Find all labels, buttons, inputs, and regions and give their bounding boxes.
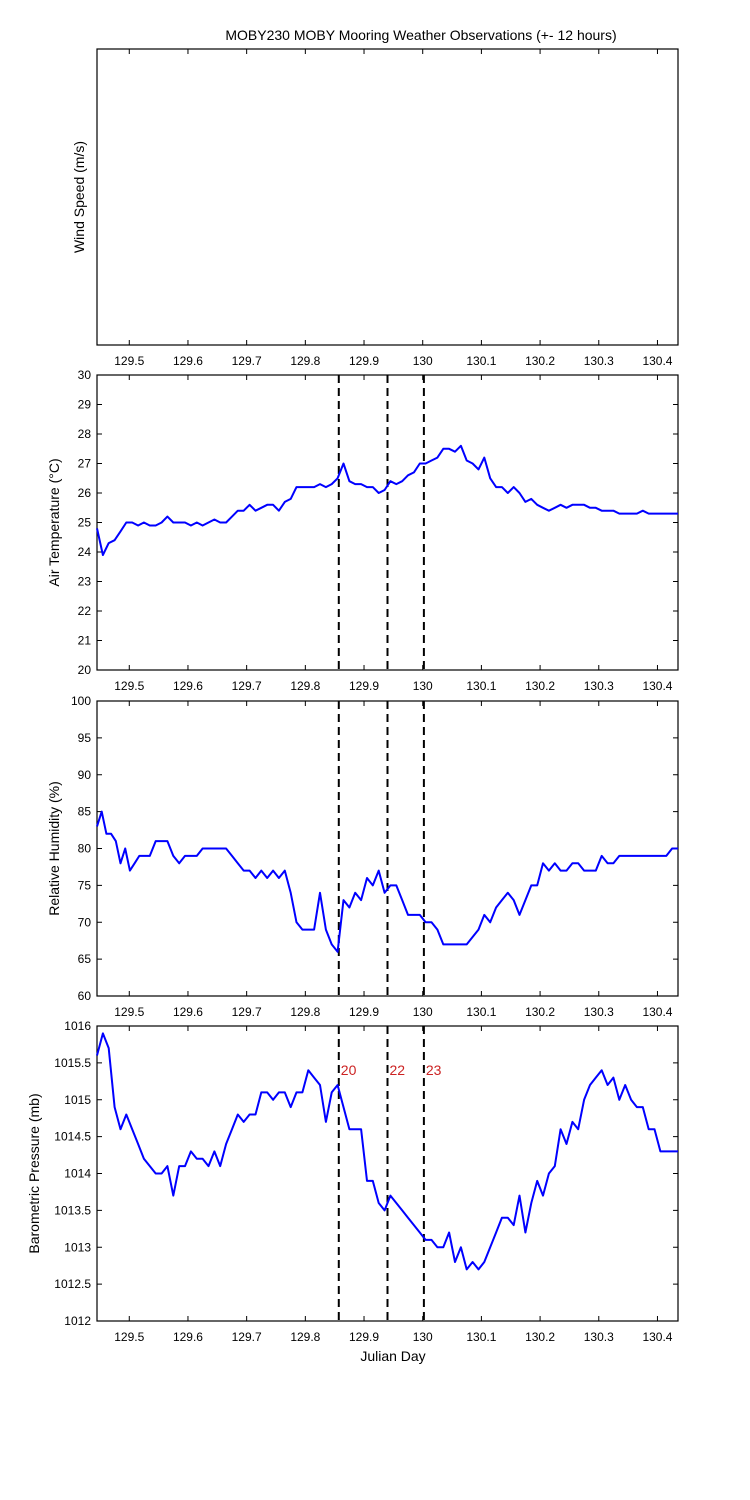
- x-tick-label: 130.3: [584, 1330, 614, 1344]
- series-line: [96, 1032, 678, 1271]
- x-tick-label: 130.2: [525, 1005, 555, 1019]
- panel-3: 129.5 129.6 129.7 129.8 129.9 130 130.1 130.2 13…: [46, 694, 679, 1019]
- x-tick-label: 130.1: [466, 354, 496, 368]
- y-tick-label: 1012: [64, 1314, 91, 1328]
- y-tick-label: 90: [78, 768, 92, 782]
- y-tick-label: 100: [71, 694, 91, 708]
- x-tick-label: 130.3: [584, 679, 614, 693]
- y-tick-label: 27: [78, 457, 92, 471]
- y-tick-label: 26: [78, 486, 92, 500]
- y-tick-label: 1012.5: [54, 1277, 91, 1291]
- x-tick-label: 129.9: [349, 1330, 379, 1344]
- series-line: [96, 810, 678, 953]
- x-tick-label: 130.3: [584, 354, 614, 368]
- x-tick-label: 129.8: [290, 1005, 320, 1019]
- y-tick-label: 1014.5: [54, 1130, 91, 1144]
- panel-2: 129.5 129.6 129.7 129.8 129.9 130 130.1 130.2 13…: [46, 368, 679, 693]
- x-axis-label: Julian Day: [360, 1348, 425, 1364]
- plot-frame: [96, 48, 679, 346]
- x-tick-label: 129.7: [232, 1005, 262, 1019]
- x-tick-label: 129.6: [173, 1330, 203, 1344]
- x-tick-label: 130: [413, 354, 433, 368]
- x-tick-label: 130: [413, 1005, 433, 1019]
- x-tick-label: 129.6: [173, 1005, 203, 1019]
- y-tick-label: 21: [78, 634, 92, 648]
- event-marker-label: 23: [426, 1062, 442, 1078]
- y-tick-label: 65: [78, 952, 92, 966]
- x-tick-label: 129.6: [173, 354, 203, 368]
- x-tick-label: 130.1: [466, 679, 496, 693]
- x-tick-label: 130: [413, 1330, 433, 1344]
- panels: 129.5 129.6 129.7 129.8 129.9 130 130.1 130.2 13…: [26, 48, 679, 1344]
- y-tick-label: 1016: [64, 1019, 91, 1033]
- x-tick-label: 129.7: [232, 1330, 262, 1344]
- y-axis-label: Relative Humidity (%): [46, 781, 62, 916]
- y-tick-label: 25: [78, 516, 92, 530]
- x-tick-label: 130.3: [584, 1005, 614, 1019]
- y-tick-label: 29: [78, 398, 92, 412]
- x-tick-label: 129.9: [349, 679, 379, 693]
- x-tick-label: 130.4: [642, 679, 672, 693]
- x-tick-label: 130.1: [466, 1330, 496, 1344]
- y-tick-label: 1013.5: [54, 1203, 91, 1217]
- x-tick-label: 129.5: [114, 679, 144, 693]
- y-tick-label: 60: [78, 989, 92, 1003]
- y-tick-label: 1015.5: [54, 1056, 91, 1070]
- y-tick-label: 95: [78, 731, 92, 745]
- x-tick-label: 130.2: [525, 679, 555, 693]
- x-tick-label: 129.8: [290, 354, 320, 368]
- x-tick-label: 130: [413, 679, 433, 693]
- event-marker-label: 20: [341, 1062, 357, 1078]
- y-axis-label: Air Temperature (°C): [46, 458, 62, 586]
- y-tick-label: 85: [78, 805, 92, 819]
- x-tick-label: 129.7: [232, 679, 262, 693]
- x-tick-label: 129.9: [349, 354, 379, 368]
- event-marker-label: 22: [390, 1062, 406, 1078]
- x-tick-label: 130.4: [642, 1005, 672, 1019]
- y-tick-label: 80: [78, 842, 92, 856]
- x-tick-label: 129.8: [290, 679, 320, 693]
- x-tick-label: 129.6: [173, 679, 203, 693]
- y-tick-label: 75: [78, 878, 92, 892]
- x-tick-label: 130.2: [525, 354, 555, 368]
- y-tick-label: 30: [78, 368, 92, 382]
- x-tick-label: 130.4: [642, 1330, 672, 1344]
- panel-4: 129.5 129.6 129.7 129.8 129.9 130 130.1 130.2 13…: [26, 1019, 679, 1344]
- y-tick-label: 22: [78, 604, 92, 618]
- y-tick-label: 23: [78, 575, 92, 589]
- y-tick-label: 24: [78, 545, 92, 559]
- x-tick-label: 129.5: [114, 1005, 144, 1019]
- y-tick-label: 70: [78, 915, 92, 929]
- series-line: [96, 444, 678, 556]
- panel-1: 129.5 129.6 129.7 129.8 129.9 130 130.1 130.2 13…: [71, 48, 679, 368]
- y-tick-label: 1013: [64, 1240, 91, 1254]
- chart-title: MOBY230 MOBY Mooring Weather Observation…: [225, 27, 616, 43]
- y-axis-label: Wind Speed (m/s): [71, 141, 87, 253]
- x-tick-label: 129.7: [232, 354, 262, 368]
- y-tick-label: 1015: [64, 1093, 91, 1107]
- x-tick-label: 129.9: [349, 1005, 379, 1019]
- y-axis-label: Barometric Pressure (mb): [26, 1093, 42, 1253]
- y-tick-label: 28: [78, 427, 92, 441]
- y-tick-label: 20: [78, 663, 92, 677]
- x-tick-label: 130.1: [466, 1005, 496, 1019]
- x-tick-label: 129.5: [114, 354, 144, 368]
- y-tick-label: 1014: [64, 1167, 91, 1181]
- x-tick-label: 129.5: [114, 1330, 144, 1344]
- x-tick-label: 130.4: [642, 354, 672, 368]
- x-tick-label: 130.2: [525, 1330, 555, 1344]
- x-tick-label: 129.8: [290, 1330, 320, 1344]
